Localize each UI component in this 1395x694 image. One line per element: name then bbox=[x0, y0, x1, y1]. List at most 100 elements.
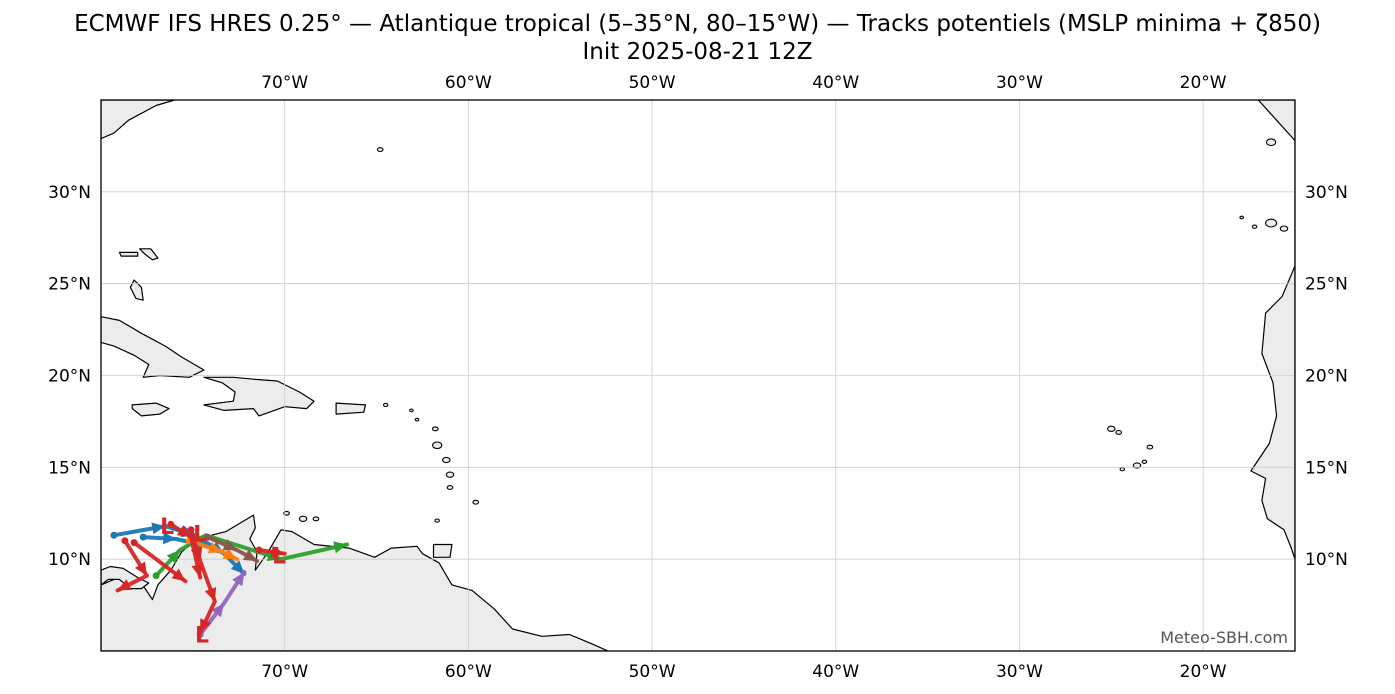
track-start-point bbox=[187, 526, 195, 534]
lon-tick-label-top: 70°W bbox=[261, 73, 308, 93]
track-arrowhead bbox=[171, 568, 186, 582]
islet bbox=[1107, 425, 1116, 432]
land-trinidad bbox=[432, 543, 453, 558]
islet bbox=[382, 402, 389, 408]
islet bbox=[409, 408, 414, 413]
track-start-point bbox=[110, 531, 118, 539]
islet bbox=[1251, 224, 1258, 229]
islet bbox=[1146, 444, 1154, 450]
track-arrowhead bbox=[333, 541, 348, 554]
track-start-point bbox=[255, 546, 263, 554]
islet bbox=[1279, 225, 1289, 232]
lon-tick-label-bottom: 70°W bbox=[261, 662, 308, 682]
land-puerto-rico bbox=[335, 402, 367, 415]
lat-tick-label-right: 10°N bbox=[1305, 550, 1348, 570]
islet bbox=[1265, 218, 1278, 228]
islet bbox=[283, 510, 290, 516]
low-pressure-marker: L bbox=[193, 523, 207, 548]
track-arrowhead bbox=[151, 522, 166, 535]
low-pressure-marker: L bbox=[160, 515, 174, 540]
low-pressure-marker: L bbox=[272, 545, 286, 570]
track-arrowhead bbox=[200, 618, 212, 633]
track-line-8 bbox=[189, 527, 217, 635]
track-arrowhead bbox=[271, 545, 285, 558]
map-plot-area: L LLL Meteo-SBH.com bbox=[101, 100, 1324, 651]
lon-tick-label-top: 50°W bbox=[629, 73, 676, 93]
lon-tick-label-bottom: 30°W bbox=[996, 662, 1043, 682]
track-arrowhead bbox=[232, 572, 245, 587]
lat-tick-label-right: 20°N bbox=[1305, 367, 1348, 387]
lon-tick-label-bottom: 20°W bbox=[1180, 662, 1227, 682]
axis-tick-labels: 70°W 70°W 60°W 60°W 50°W 50°W 40°W 40°W 30°W 30°W… bbox=[48, 73, 1348, 682]
lat-tick-label-left: 10°N bbox=[48, 550, 91, 570]
land-africa bbox=[1250, 100, 1295, 560]
islet bbox=[414, 417, 420, 422]
islet bbox=[1115, 429, 1123, 435]
track-arrowhead bbox=[208, 542, 223, 554]
track-start-point bbox=[167, 520, 175, 528]
islet bbox=[1132, 462, 1142, 469]
land-abaco bbox=[139, 248, 159, 261]
track-arrowhead bbox=[222, 548, 237, 560]
track-arrowhead bbox=[134, 561, 147, 576]
lon-tick-label-top: 20°W bbox=[1180, 73, 1227, 93]
lat-tick-label-right: 25°N bbox=[1305, 275, 1348, 295]
land-jamaica bbox=[131, 402, 170, 417]
islet bbox=[1239, 215, 1245, 220]
track-arrowhead bbox=[163, 532, 177, 545]
lon-tick-label-top: 30°W bbox=[996, 73, 1043, 93]
watermark: Meteo-SBH.com bbox=[1160, 628, 1288, 647]
islet bbox=[442, 456, 451, 464]
track-start-point bbox=[121, 537, 129, 545]
track-start-point bbox=[204, 533, 211, 541]
islet bbox=[298, 515, 308, 522]
islet bbox=[1265, 138, 1277, 147]
islet bbox=[446, 485, 454, 490]
islet bbox=[312, 516, 320, 522]
track-arrowhead bbox=[176, 525, 191, 538]
track-arrowhead bbox=[230, 560, 245, 574]
islet bbox=[432, 441, 443, 450]
land-florida bbox=[101, 100, 176, 140]
track-start-point bbox=[130, 539, 138, 547]
lon-tick-label-bottom: 50°W bbox=[629, 662, 676, 682]
chart-subtitle: Init 2025-08-21 12Z bbox=[582, 39, 813, 65]
lat-tick-label-left: 20°N bbox=[48, 367, 91, 387]
islet bbox=[431, 426, 439, 432]
islet bbox=[1141, 459, 1148, 464]
land-hispaniola bbox=[203, 376, 315, 417]
track-arrowhead bbox=[222, 539, 237, 551]
islet bbox=[1317, 208, 1324, 213]
islet bbox=[1306, 217, 1317, 225]
track-arrowhead bbox=[211, 603, 225, 618]
land-andros bbox=[129, 279, 144, 301]
lat-tick-label-left: 30°N bbox=[48, 183, 91, 203]
track-start-point bbox=[152, 572, 160, 580]
track-start-point bbox=[139, 533, 147, 541]
low-markers: L LLL bbox=[160, 515, 286, 648]
chart-title: ECMWF IFS HRES 0.25° — Atlantique tropic… bbox=[74, 11, 1321, 37]
track-arrowhead bbox=[242, 549, 258, 561]
lon-tick-label-bottom: 60°W bbox=[445, 662, 492, 682]
islet bbox=[472, 499, 480, 505]
land-cuba bbox=[101, 316, 205, 378]
low-pressure-marker: L bbox=[195, 624, 209, 649]
lat-tick-label-right: 30°N bbox=[1305, 183, 1348, 203]
lon-tick-label-top: 40°W bbox=[812, 73, 859, 93]
track-arrowhead bbox=[204, 587, 217, 602]
track-arrowhead bbox=[117, 579, 132, 591]
islet bbox=[376, 147, 384, 153]
islet bbox=[445, 471, 455, 478]
storm-tracks bbox=[110, 520, 350, 638]
lat-tick-label-right: 15°N bbox=[1305, 458, 1348, 478]
land-central-america bbox=[101, 565, 150, 590]
track-arrowhead bbox=[191, 563, 204, 578]
lon-tick-label-top: 60°W bbox=[445, 73, 492, 93]
track-arrowhead bbox=[166, 550, 180, 564]
lat-tick-label-left: 25°N bbox=[48, 275, 91, 295]
lon-tick-label-bottom: 40°W bbox=[812, 662, 859, 682]
land-grand-bahama bbox=[118, 251, 139, 257]
islet bbox=[434, 518, 440, 523]
islet bbox=[1119, 467, 1126, 472]
